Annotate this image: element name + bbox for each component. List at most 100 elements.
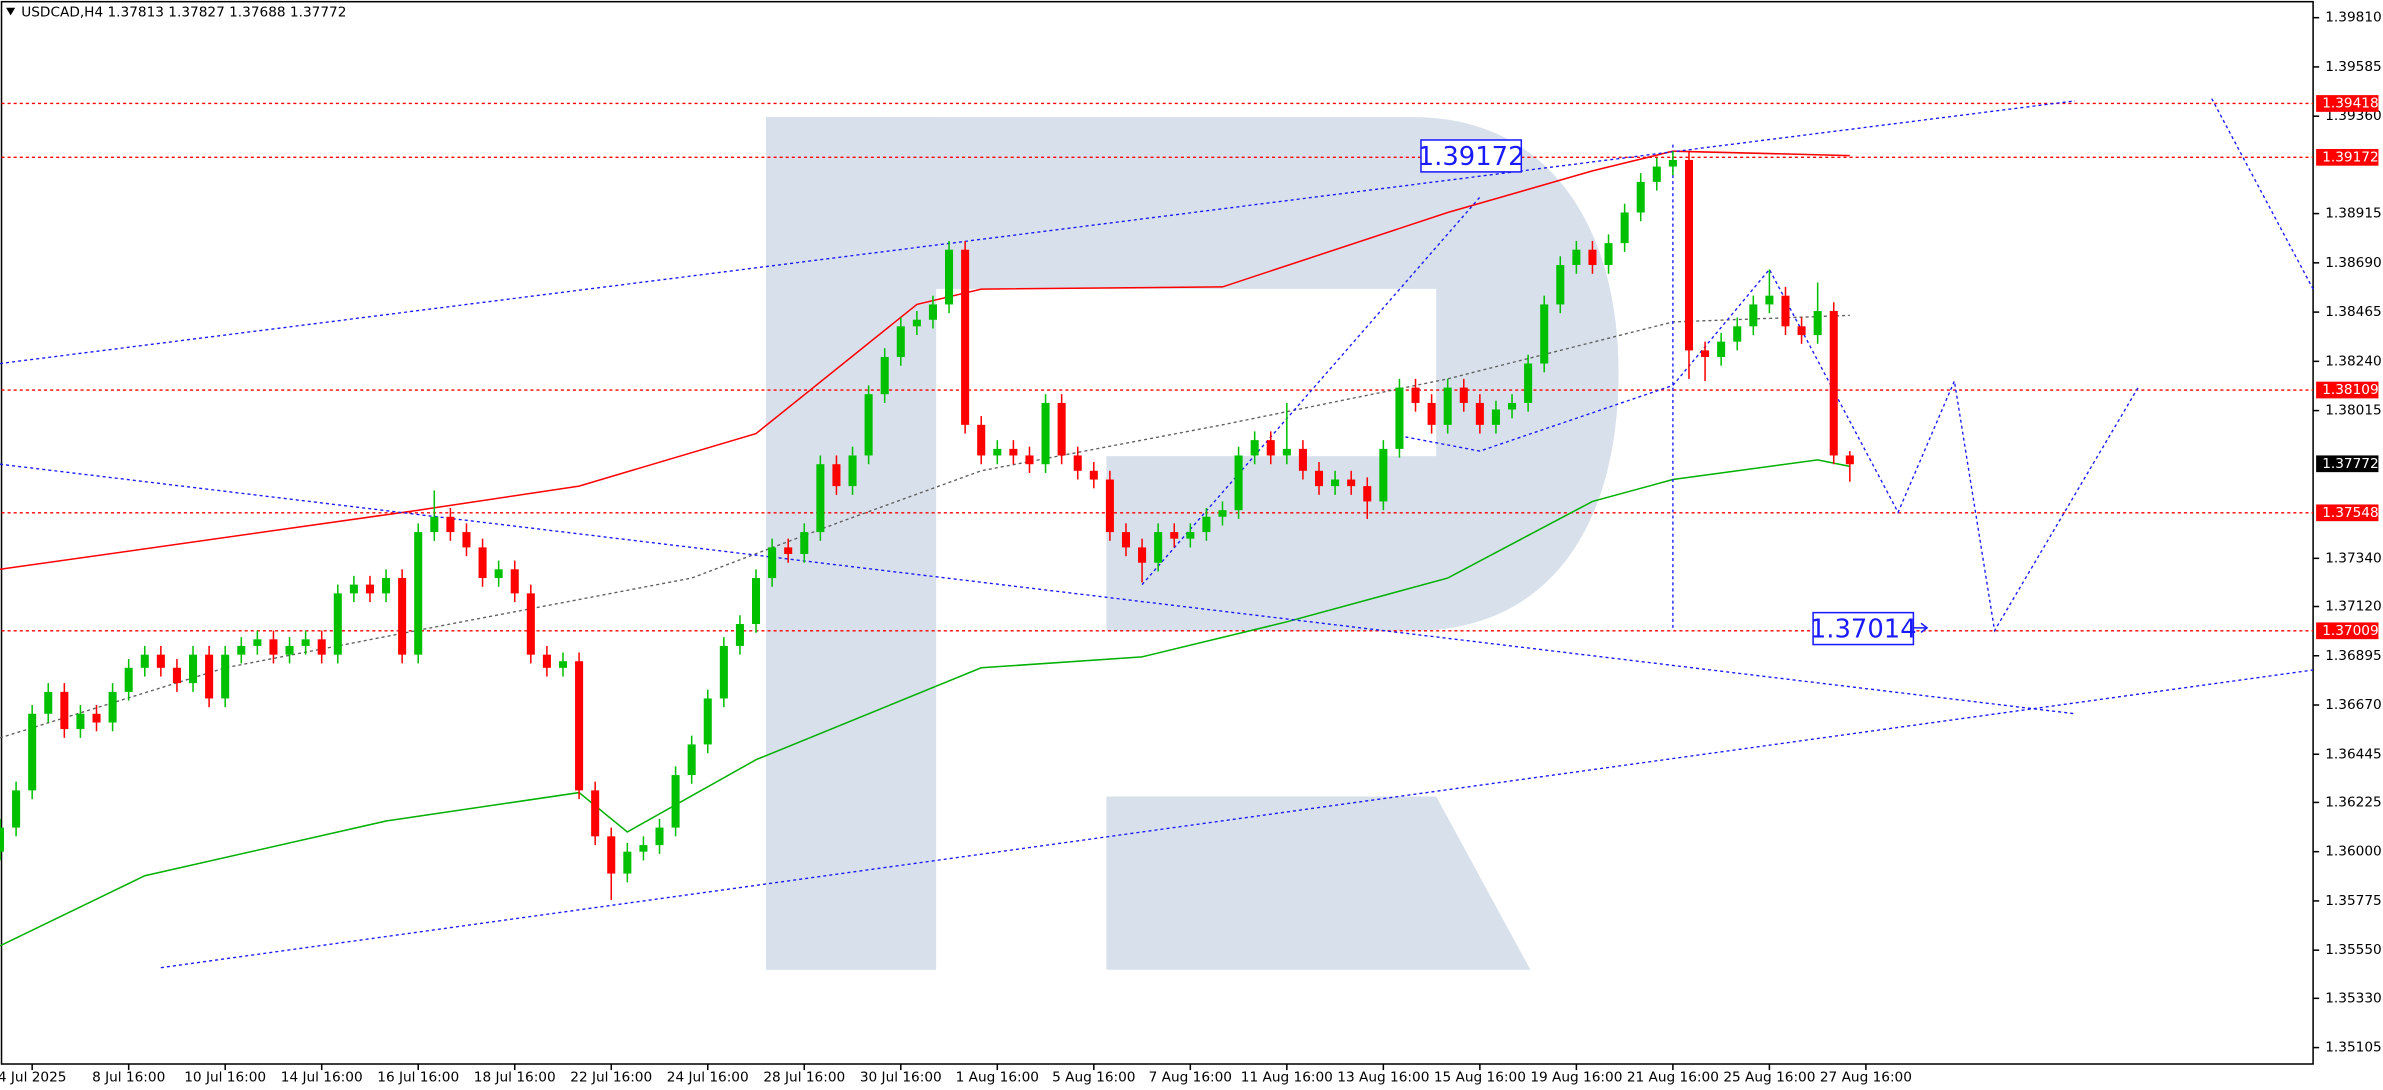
level-label: 1.37009: [2322, 623, 2378, 639]
level-label-box: [2316, 95, 2379, 112]
candle-body: [1282, 448, 1291, 456]
candle-body: [655, 827, 664, 846]
candle-body: [1266, 440, 1275, 456]
candle-body: [253, 639, 262, 646]
x-tick-label: 28 Jul 16:00: [763, 1070, 845, 1086]
trend-line: [0, 314, 1850, 739]
candle-body: [542, 654, 551, 668]
candle-body: [1604, 243, 1613, 266]
candle-body: [1491, 409, 1500, 425]
candle-body: [961, 249, 970, 425]
candle-body: [1829, 310, 1838, 456]
chart-title: USDCAD,H4 1.37813 1.37827 1.37688 1.3777…: [21, 4, 346, 20]
level-label: 1.38109: [2322, 382, 2378, 398]
watermark-leg: [1106, 796, 1531, 970]
candle-body: [28, 713, 37, 791]
y-tick-label: 1.35105: [2325, 1040, 2381, 1056]
candle-body: [1668, 159, 1677, 167]
moving-average: [0, 459, 1850, 947]
x-tick-label: 8 Jul 16:00: [92, 1070, 165, 1086]
candle-body: [478, 547, 487, 579]
y-tick-label: 1.37340: [2325, 550, 2381, 566]
x-tick-label: 7 Aug 16:00: [1149, 1070, 1232, 1086]
candle-body: [1202, 516, 1211, 533]
last-price-box: [2316, 455, 2379, 473]
candle-body: [382, 578, 391, 594]
candles: [0, 151, 1854, 900]
candle-body: [1459, 387, 1468, 403]
candle-body: [977, 424, 986, 456]
candle-body: [928, 304, 937, 320]
x-tick-label: 24 Jul 16:00: [667, 1070, 749, 1086]
y-tick-label: 1.36895: [2325, 648, 2381, 664]
level-label-box: [2316, 622, 2379, 640]
candle-body: [848, 455, 857, 487]
candle-body: [945, 249, 954, 305]
candle-body: [237, 645, 246, 655]
level-label-box: [2316, 148, 2379, 166]
y-tick-label: 1.39810: [2325, 10, 2381, 26]
candle-body: [349, 584, 358, 594]
candle-body: [365, 584, 374, 594]
candle-body: [140, 654, 149, 668]
annotation-label: 1.37014: [1810, 615, 1917, 645]
candle-body: [156, 654, 165, 668]
y-tick-label: 1.37120: [2325, 599, 2381, 615]
menu-triangle: [6, 7, 16, 16]
candle-body: [1524, 363, 1533, 403]
candle-body: [1105, 479, 1114, 533]
x-tick-label: 15 Aug 16:00: [1434, 1070, 1526, 1086]
watermark-bowl: [765, 117, 1619, 631]
candle-body: [1379, 448, 1388, 502]
candle-body: [1813, 310, 1822, 336]
candle-body: [510, 569, 519, 594]
level-label-box: [2316, 504, 2379, 522]
candle-body: [1234, 455, 1243, 511]
candle-body: [1331, 479, 1340, 487]
candle-body: [768, 547, 777, 579]
candle-body: [1508, 402, 1517, 410]
x-tick-label: 13 Aug 16:00: [1337, 1070, 1429, 1086]
candle-body: [172, 667, 181, 684]
overlays: [0, 98, 2314, 969]
candle-body: [526, 593, 535, 655]
candle-body: [221, 654, 230, 699]
candle-body: [1073, 455, 1082, 471]
candle-body: [832, 464, 841, 487]
last-price-label: 1.37772: [2322, 456, 2378, 472]
candle-body: [205, 654, 214, 699]
candle-body: [1347, 479, 1356, 487]
candle-body: [430, 516, 439, 533]
annotation-box: [1420, 139, 1523, 173]
candle-body: [1186, 532, 1195, 539]
candle-body: [1684, 159, 1693, 351]
candle-body: [1845, 455, 1854, 465]
candle-body: [92, 713, 101, 723]
candle-body: [333, 593, 342, 655]
y-tick-label: 1.36000: [2325, 844, 2381, 860]
candle-body: [1781, 295, 1790, 327]
candle-body: [912, 319, 921, 327]
candle-body: [269, 639, 278, 655]
candle-body: [1620, 212, 1629, 244]
candle-body: [1089, 470, 1098, 480]
candle-body: [12, 790, 21, 828]
x-tick-label: 11 Aug 16:00: [1241, 1070, 1333, 1086]
candle-body: [462, 532, 471, 548]
candle-body: [1121, 532, 1131, 548]
candle-body: [1636, 181, 1645, 213]
candle-body: [1749, 304, 1758, 327]
y-tick-label: 1.36670: [2325, 697, 2381, 713]
candle-body: [784, 547, 793, 554]
candle-body: [1298, 448, 1307, 471]
y-tick-label: 1.38015: [2325, 403, 2381, 419]
candle-body: [575, 661, 584, 791]
candle-body: [800, 532, 809, 554]
candle-body: [1717, 341, 1726, 357]
candle-body: [494, 569, 503, 579]
annotation-arrow: [1913, 622, 1929, 633]
y-tick-label: 1.35330: [2325, 990, 2381, 1006]
moving-average: [0, 150, 1850, 571]
candle-body: [719, 645, 728, 699]
